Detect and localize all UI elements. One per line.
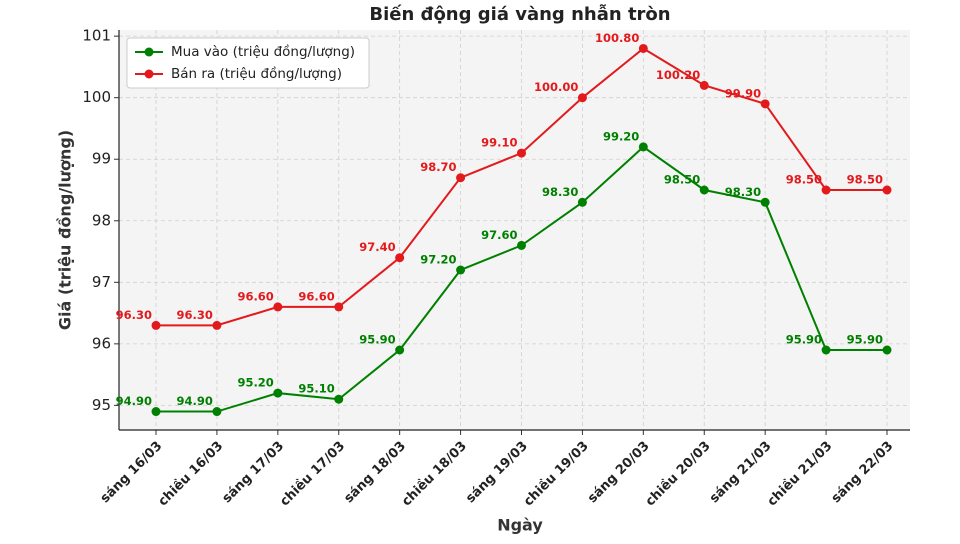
data-point [517, 240, 526, 250]
y-tick-label: 95 [92, 396, 111, 414]
data-label: 97.40 [359, 240, 395, 254]
x-tick-label: sáng 20/03 [585, 439, 653, 507]
data-label: 100.20 [656, 68, 700, 82]
data-point [334, 394, 344, 404]
data-point [577, 93, 587, 103]
data-point [821, 345, 831, 355]
y-tick-label: 97 [92, 273, 111, 291]
data-label: 94.90 [177, 394, 213, 408]
data-point [151, 407, 161, 417]
data-label: 98.50 [786, 173, 822, 187]
y-tick-label: 101 [82, 27, 111, 45]
data-label: 95.90 [786, 333, 822, 347]
y-tick-label: 99 [92, 150, 111, 168]
data-label: 99.90 [725, 86, 761, 100]
data-label: 95.20 [237, 376, 273, 390]
data-point [699, 185, 709, 195]
data-label: 97.20 [420, 253, 456, 267]
y-tick-label: 96 [92, 334, 111, 352]
data-point [760, 197, 770, 207]
data-point [699, 80, 709, 90]
legend-box [126, 37, 370, 89]
data-label: 96.30 [177, 308, 213, 322]
data-label: 98.30 [542, 185, 578, 199]
x-tick-label: chiều 21/03 [765, 439, 836, 510]
data-point [638, 142, 648, 152]
data-label: 95.90 [847, 333, 883, 347]
x-axis-label: Ngày [497, 516, 543, 535]
data-point [760, 99, 770, 109]
x-tick-label: chiều 16/03 [156, 439, 227, 510]
data-label: 96.60 [298, 289, 334, 303]
data-point [151, 320, 161, 330]
data-label: 96.30 [116, 308, 152, 322]
x-tick-label: chiều 19/03 [521, 439, 592, 510]
data-point [273, 302, 283, 312]
data-point [456, 265, 466, 275]
data-point [882, 185, 892, 195]
data-label: 95.90 [359, 333, 395, 347]
data-label: 100.00 [534, 80, 578, 94]
data-point [273, 388, 283, 398]
y-axis-label: Giá (triệu đồng/lượng) [56, 130, 75, 330]
x-tick-label: sáng 19/03 [463, 439, 531, 507]
data-point [395, 253, 405, 263]
data-point [334, 302, 344, 312]
x-tick-label: sáng 17/03 [220, 439, 288, 507]
data-point [517, 148, 526, 158]
data-point [212, 407, 222, 417]
legend-marker [144, 47, 154, 57]
x-tick-label: sáng 21/03 [707, 439, 775, 507]
plot-area [119, 30, 910, 430]
data-label: 95.10 [298, 382, 334, 396]
data-label: 99.10 [481, 136, 517, 150]
x-tick-label: sáng 18/03 [341, 439, 409, 507]
data-label: 98.50 [664, 173, 700, 187]
data-point [577, 197, 587, 207]
data-point [395, 345, 405, 355]
x-tick-label: chiều 17/03 [277, 439, 348, 510]
data-label: 100.80 [595, 31, 639, 45]
x-tick-label: sáng 16/03 [98, 439, 166, 507]
chart-title: Biến động giá vàng nhẫn tròn [369, 3, 670, 25]
data-point [212, 320, 222, 330]
x-tick-label: chiều 18/03 [399, 439, 470, 510]
y-tick-label: 98 [92, 211, 111, 229]
data-label: 98.70 [420, 160, 456, 174]
legend-label: Bán ra (triệu đồng/lượng) [171, 65, 342, 82]
data-label: 99.20 [603, 129, 639, 143]
legend-label: Mua vào (triệu đồng/lượng) [171, 43, 355, 60]
data-label: 98.50 [847, 173, 883, 187]
y-tick-label: 100 [82, 88, 111, 106]
data-label: 96.60 [237, 289, 273, 303]
data-point [638, 43, 648, 53]
data-point [821, 185, 831, 195]
data-label: 98.30 [725, 185, 761, 199]
data-point [882, 345, 892, 355]
data-label: 94.90 [116, 394, 152, 408]
x-tick-label: sáng 22/03 [829, 439, 897, 507]
data-point [456, 173, 466, 183]
legend-marker [144, 69, 154, 79]
x-tick-label: chiều 20/03 [643, 439, 714, 510]
data-label: 97.60 [481, 228, 517, 242]
